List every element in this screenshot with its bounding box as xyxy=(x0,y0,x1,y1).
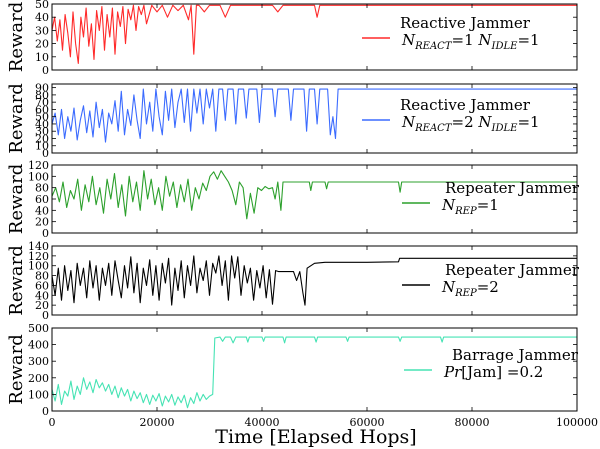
y-tick-label: 20 xyxy=(35,216,49,229)
y-tick-label: 20 xyxy=(35,299,49,312)
legend-label: NREACT=2 NIDLE=1 xyxy=(401,113,540,134)
y-tick-label: 80 xyxy=(35,182,49,195)
y-tick-label: 0 xyxy=(42,405,49,418)
y-tick-label: 100 xyxy=(28,170,49,183)
y-tick-label: 120 xyxy=(28,250,49,263)
y-tick-label: 90 xyxy=(35,82,49,95)
y-tick-label: 30 xyxy=(35,24,49,37)
x-tick-label: 20000 xyxy=(140,416,175,429)
series-line-panel-1 xyxy=(51,4,577,64)
y-tick-label: 20 xyxy=(35,132,49,145)
x-tick-label: 40000 xyxy=(245,416,280,429)
legend-label: NREACT=1 NIDLE=1 xyxy=(401,31,540,52)
y-tick-label: 40 xyxy=(35,289,49,302)
y-tick-label: 0 xyxy=(42,309,49,322)
y-axis-label: Reward xyxy=(6,2,27,72)
y-tick-label: 20 xyxy=(35,38,49,51)
legend-label: NREP=1 xyxy=(441,196,499,217)
y-tick-label: 30 xyxy=(35,125,49,138)
y-axis-label: Reward xyxy=(6,245,27,315)
series-line-panel-3 xyxy=(51,170,577,220)
x-tick-label: 100000 xyxy=(556,416,598,429)
legend-title: Reactive Jammer xyxy=(400,96,531,114)
y-tick-label: 50 xyxy=(35,111,49,124)
legend-title: Barrage Jammer xyxy=(452,346,579,364)
y-tick-label: 100 xyxy=(28,260,49,273)
plot-frame xyxy=(51,83,578,154)
y-tick-label: 140 xyxy=(28,240,49,253)
y-tick-label: 10 xyxy=(35,51,49,64)
x-tick-label: 80000 xyxy=(455,416,490,429)
y-tick-label: 0 xyxy=(42,147,49,160)
y-tick-label: 120 xyxy=(28,159,49,172)
plot-frame xyxy=(51,327,578,412)
legend-title: Reactive Jammer xyxy=(400,14,531,32)
y-tick-label: 60 xyxy=(35,193,49,206)
series-line-panel-2 xyxy=(51,88,577,143)
y-tick-label: 40 xyxy=(35,204,49,217)
series-line-panel-5 xyxy=(51,336,577,409)
y-tick-label: 400 xyxy=(28,339,49,352)
y-tick-label: 80 xyxy=(35,270,49,283)
legend-title: Repeater Jammer xyxy=(445,261,580,279)
y-tick-label: 60 xyxy=(35,103,49,116)
y-tick-label: 0 xyxy=(42,64,49,77)
y-axis-label: Reward xyxy=(6,334,27,404)
legend-title: Repeater Jammer xyxy=(445,179,580,197)
y-tick-label: 70 xyxy=(35,96,49,109)
x-tick-label: 60000 xyxy=(350,416,385,429)
x-axis: 0 20000 40000 60000 80000 100000 xyxy=(49,416,599,429)
legend-label: Pr[Jam] =0.2 xyxy=(443,363,543,381)
y-tick-label: 40 xyxy=(35,118,49,131)
y-tick-label: 500 xyxy=(28,322,49,335)
y-axis-label: Reward xyxy=(6,164,27,234)
y-tick-label: 0 xyxy=(42,227,49,240)
y-tick-label: 300 xyxy=(28,355,49,368)
y-tick-label: 40 xyxy=(35,11,49,24)
plot-frame xyxy=(51,3,578,71)
y-tick-label: 10 xyxy=(35,140,49,153)
x-axis-label: Time [Elapsed Hops] xyxy=(215,426,416,448)
legend-label: NREP=2 xyxy=(441,278,499,299)
plot-frame xyxy=(51,245,578,316)
y-tick-label: 60 xyxy=(35,279,49,292)
series-line-panel-4 xyxy=(51,255,577,306)
x-tick-label: 0 xyxy=(49,416,56,429)
y-axis-label: Reward xyxy=(6,83,27,153)
y-tick-label: 80 xyxy=(35,89,49,102)
y-tick-label: 200 xyxy=(28,372,49,385)
y-tick-label: 100 xyxy=(28,388,49,401)
y-tick-label: 50 xyxy=(35,0,49,11)
